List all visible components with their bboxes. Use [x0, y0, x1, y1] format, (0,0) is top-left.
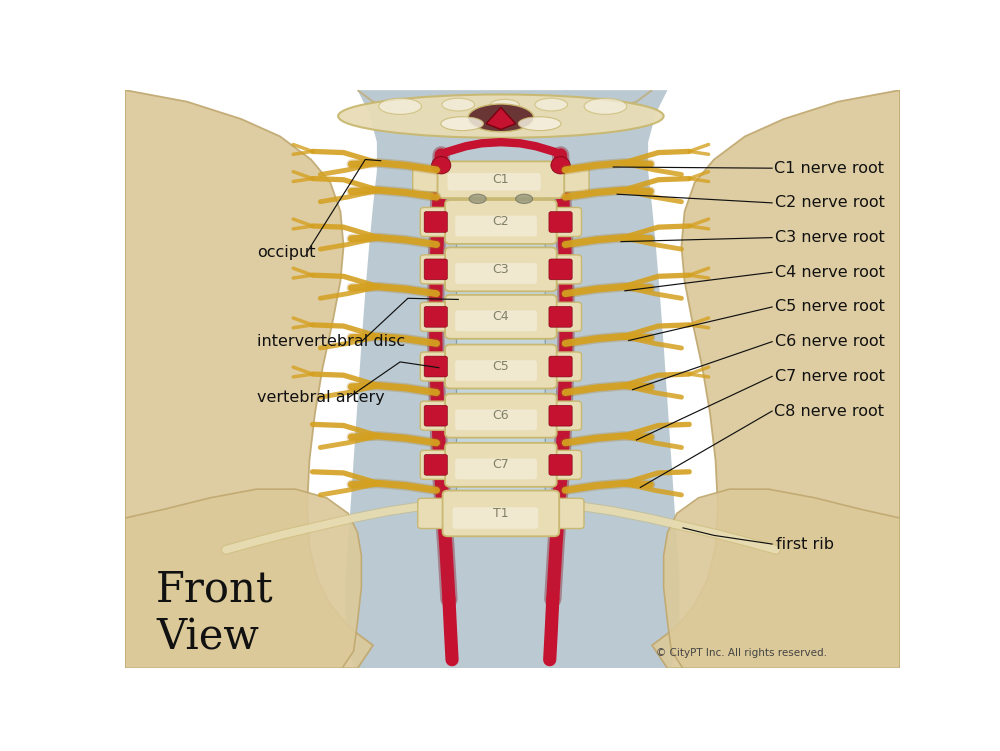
- Text: vertebral artery: vertebral artery: [257, 391, 384, 406]
- FancyBboxPatch shape: [549, 454, 572, 475]
- FancyBboxPatch shape: [420, 352, 459, 381]
- FancyBboxPatch shape: [420, 401, 459, 430]
- FancyBboxPatch shape: [445, 247, 557, 291]
- FancyBboxPatch shape: [549, 259, 572, 280]
- Text: C7: C7: [492, 458, 509, 472]
- FancyBboxPatch shape: [456, 382, 545, 401]
- Ellipse shape: [518, 116, 561, 131]
- Text: occiput: occiput: [257, 245, 315, 260]
- Text: C3 nerve root: C3 nerve root: [775, 230, 885, 245]
- FancyBboxPatch shape: [543, 352, 581, 381]
- FancyBboxPatch shape: [550, 167, 589, 192]
- Text: C3: C3: [493, 263, 509, 276]
- Text: C2 nerve root: C2 nerve root: [775, 195, 885, 210]
- Text: first rib: first rib: [776, 536, 834, 551]
- FancyBboxPatch shape: [448, 173, 541, 191]
- FancyBboxPatch shape: [543, 401, 581, 430]
- Text: T1: T1: [493, 507, 509, 520]
- FancyBboxPatch shape: [424, 356, 447, 377]
- Ellipse shape: [584, 98, 627, 114]
- FancyBboxPatch shape: [543, 255, 581, 284]
- Ellipse shape: [432, 157, 451, 174]
- Ellipse shape: [441, 116, 483, 131]
- FancyBboxPatch shape: [455, 360, 537, 381]
- FancyBboxPatch shape: [549, 406, 572, 426]
- FancyBboxPatch shape: [456, 237, 545, 255]
- FancyBboxPatch shape: [455, 263, 537, 284]
- Text: C7 nerve root: C7 nerve root: [775, 369, 885, 384]
- FancyBboxPatch shape: [445, 443, 557, 487]
- Ellipse shape: [468, 104, 534, 131]
- FancyBboxPatch shape: [455, 409, 537, 430]
- FancyBboxPatch shape: [420, 207, 459, 237]
- Text: C6: C6: [493, 409, 509, 422]
- FancyBboxPatch shape: [549, 212, 572, 232]
- FancyBboxPatch shape: [424, 306, 447, 327]
- Text: C1: C1: [493, 173, 509, 186]
- FancyBboxPatch shape: [455, 459, 537, 479]
- FancyBboxPatch shape: [450, 192, 551, 210]
- Ellipse shape: [535, 98, 568, 111]
- FancyBboxPatch shape: [455, 216, 537, 237]
- Polygon shape: [125, 489, 361, 668]
- FancyBboxPatch shape: [438, 161, 564, 198]
- Polygon shape: [125, 90, 373, 668]
- FancyBboxPatch shape: [424, 259, 447, 280]
- Ellipse shape: [338, 95, 664, 138]
- Text: Front
View: Front View: [156, 569, 274, 659]
- Text: C1 nerve root: C1 nerve root: [774, 161, 885, 176]
- Polygon shape: [664, 489, 900, 668]
- FancyBboxPatch shape: [418, 498, 457, 529]
- Polygon shape: [346, 90, 679, 668]
- FancyBboxPatch shape: [424, 212, 447, 232]
- FancyBboxPatch shape: [543, 451, 581, 479]
- FancyBboxPatch shape: [424, 406, 447, 426]
- FancyBboxPatch shape: [455, 310, 537, 331]
- FancyBboxPatch shape: [456, 284, 545, 303]
- Ellipse shape: [516, 195, 533, 204]
- FancyBboxPatch shape: [445, 345, 557, 388]
- FancyBboxPatch shape: [413, 167, 451, 192]
- Text: C5 nerve root: C5 nerve root: [775, 300, 885, 315]
- FancyBboxPatch shape: [456, 480, 545, 499]
- Ellipse shape: [490, 99, 519, 111]
- Ellipse shape: [442, 98, 475, 111]
- FancyBboxPatch shape: [420, 451, 459, 479]
- FancyBboxPatch shape: [456, 332, 545, 351]
- Text: C4 nerve root: C4 nerve root: [775, 265, 885, 280]
- FancyBboxPatch shape: [443, 490, 559, 536]
- Text: C2: C2: [493, 216, 509, 228]
- FancyBboxPatch shape: [445, 200, 557, 244]
- Polygon shape: [652, 90, 900, 668]
- Text: C4: C4: [493, 310, 509, 323]
- FancyBboxPatch shape: [445, 394, 557, 438]
- FancyBboxPatch shape: [420, 302, 459, 331]
- FancyBboxPatch shape: [445, 295, 557, 339]
- FancyBboxPatch shape: [545, 498, 584, 529]
- FancyBboxPatch shape: [456, 430, 545, 450]
- FancyBboxPatch shape: [543, 207, 581, 237]
- FancyBboxPatch shape: [453, 507, 538, 529]
- Polygon shape: [486, 107, 516, 129]
- FancyBboxPatch shape: [549, 306, 572, 327]
- Ellipse shape: [469, 195, 486, 204]
- Text: C5: C5: [492, 360, 509, 373]
- Ellipse shape: [379, 98, 421, 114]
- Text: intervertebral disc: intervertebral disc: [257, 334, 405, 349]
- FancyBboxPatch shape: [420, 255, 459, 284]
- FancyBboxPatch shape: [424, 454, 447, 475]
- FancyBboxPatch shape: [549, 356, 572, 377]
- Text: C6 nerve root: C6 nerve root: [775, 334, 885, 349]
- Text: © CityPT Inc. All rights reserved.: © CityPT Inc. All rights reserved.: [656, 648, 827, 658]
- Ellipse shape: [551, 157, 570, 174]
- FancyBboxPatch shape: [543, 302, 581, 331]
- Text: C8 nerve root: C8 nerve root: [774, 403, 885, 418]
